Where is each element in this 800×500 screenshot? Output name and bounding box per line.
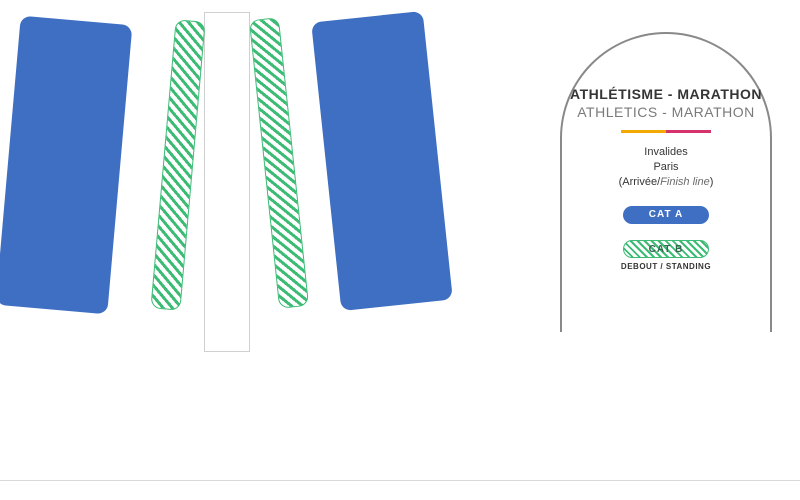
accent-bar — [621, 130, 711, 133]
event-title-en: ATHLETICS - MARATHON — [562, 104, 770, 120]
venue-note: (Arrivée/Finish line) — [562, 175, 770, 190]
legend-badge-note: DEBOUT / STANDING — [562, 262, 770, 271]
seating-block-cat-a — [311, 11, 453, 311]
legend-badge-cat-b: CAT B — [623, 240, 709, 258]
legend-panel: ATHLÉTISME - MARATHON ATHLETICS - MARATH… — [560, 32, 772, 332]
event-title-fr: ATHLÉTISME - MARATHON — [562, 86, 770, 102]
venue-city: Paris — [562, 160, 770, 175]
seating-block-cat-b — [249, 17, 309, 309]
seating-block-cat-a — [0, 16, 132, 315]
track-lane — [204, 12, 250, 352]
bottom-hairline — [0, 480, 800, 481]
venue-name: Invalides — [562, 145, 770, 160]
seating-block-cat-b — [150, 19, 205, 311]
legend-badge-cat-a: CAT A — [623, 206, 709, 224]
